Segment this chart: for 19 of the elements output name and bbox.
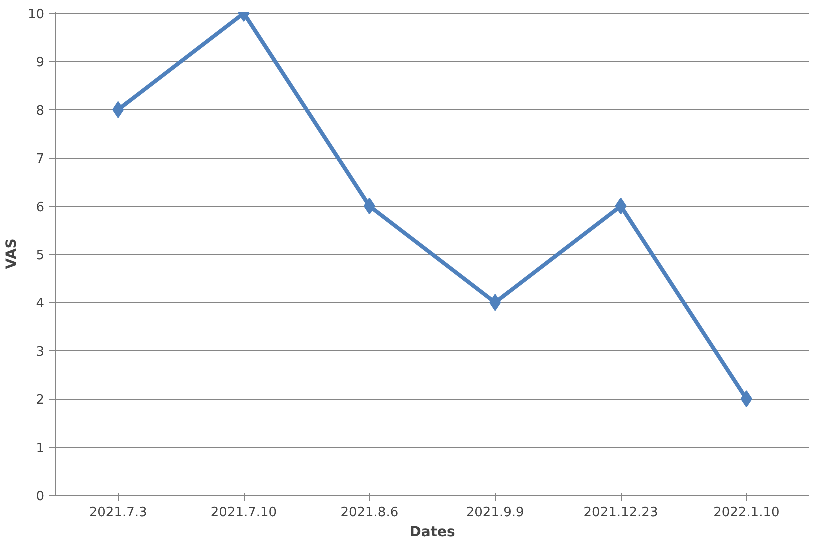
y-tick-label: 3 <box>36 344 45 360</box>
y-tick-label: 8 <box>36 104 45 119</box>
x-tick-label: 2021.7.10 <box>210 506 278 520</box>
y-tick-label: 9 <box>36 56 45 71</box>
y-tick-label: 6 <box>36 200 45 216</box>
y-tick-label: 4 <box>36 296 45 312</box>
y-tick-label: 5 <box>36 248 45 264</box>
x-axis-title: Dates <box>410 524 456 540</box>
y-axis-title: VAS <box>4 238 20 270</box>
x-tick-label: 2021.9.9 <box>466 506 524 520</box>
y-tick-label: 1 <box>36 441 45 456</box>
y-tick-label: 0 <box>36 489 45 504</box>
y-tick-label: 2 <box>36 393 45 408</box>
y-tick-label: 7 <box>36 152 45 168</box>
x-tick-label: 2021.8.6 <box>340 506 399 520</box>
x-tick-label: 2021.12.23 <box>584 506 658 520</box>
x-tick-label: 2022.1.10 <box>714 506 780 520</box>
y-tick-label: 10 <box>28 7 45 22</box>
x-tick-label: 2021.7.3 <box>89 506 148 520</box>
